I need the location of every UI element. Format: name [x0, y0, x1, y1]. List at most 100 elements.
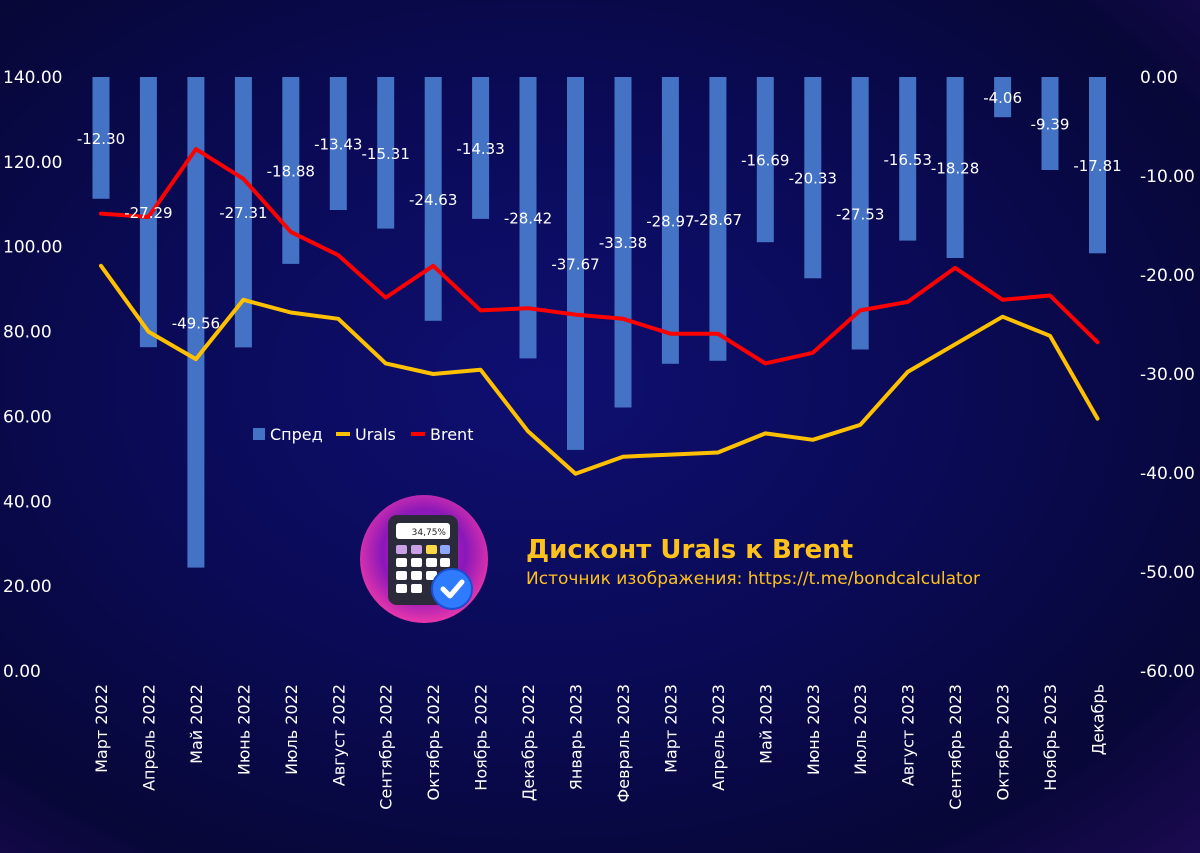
- spread-data-label: -33.38: [599, 234, 647, 252]
- right-axis-tick: -10.00: [1140, 167, 1195, 187]
- left-axis-tick: 100.00: [3, 238, 62, 258]
- x-axis-tick: Ноябрь 2022: [472, 684, 491, 791]
- spread-data-label: -28.67: [694, 211, 742, 229]
- x-axis-tick: Май 2023: [756, 684, 775, 764]
- spread-bar: [472, 77, 490, 219]
- spread-data-label: -18.88: [267, 163, 315, 181]
- x-axis-tick: Июль 2023: [851, 684, 870, 775]
- legend-label-spread: Спред: [270, 425, 323, 444]
- x-axis-tick: Декабрь: [1089, 684, 1108, 755]
- spread-data-label: -37.67: [551, 256, 599, 274]
- x-axis-tick: Октябрь 2022: [424, 684, 443, 800]
- spread-bar: [661, 77, 679, 364]
- spread-data-label: -20.33: [789, 170, 837, 188]
- spread-data-label: -18.28: [931, 160, 979, 178]
- spread-data-label: -28.97: [646, 212, 694, 230]
- legend: Спред Urals Brent: [253, 425, 473, 444]
- x-axis-tick: Январь 2023: [567, 684, 586, 790]
- x-axis-tick: Август 2023: [899, 684, 918, 786]
- x-axis-tick: Апрель 2023: [709, 684, 728, 791]
- spread-bar: [756, 77, 774, 243]
- calculator-display: 34,75%: [412, 528, 447, 538]
- spread-data-label: -9.39: [1031, 116, 1070, 134]
- right-axis-tick: -20.00: [1140, 266, 1195, 286]
- spread-bar: [234, 77, 252, 348]
- verified-badge: [431, 568, 473, 610]
- left-axis-tick: 40.00: [3, 492, 52, 512]
- spread-data-label: -16.53: [884, 151, 932, 169]
- spread-bar: [92, 77, 110, 199]
- x-axis-tick: Май 2022: [187, 684, 206, 764]
- spread-bar: [994, 77, 1012, 118]
- spread-data-label: -13.43: [314, 136, 362, 154]
- x-axis-tick: Декабрь 2022: [519, 684, 538, 801]
- left-axis-tick: 80.00: [3, 323, 52, 343]
- right-axis-tick: -30.00: [1140, 365, 1195, 385]
- spread-data-labels: -12.30 -27.29 -49.56 -27.31 -18.88 -13.43-15.…: [77, 89, 1122, 332]
- legend-label-urals: Urals: [355, 425, 396, 444]
- x-axis-tick: Июнь 2023: [804, 684, 823, 775]
- right-axis-tick: -40.00: [1140, 464, 1195, 484]
- x-axis-tick: Сентябрь 2023: [946, 684, 965, 810]
- left-axis-tick: 20.00: [3, 577, 52, 597]
- calculator-keys: [396, 545, 450, 593]
- x-axis-tick: Июнь 2022: [234, 684, 253, 775]
- right-y-axis: 0.00 -10.00 -20.00 -30.00 -40.00 -50.00 -60.00: [1140, 68, 1195, 682]
- price-lines: [99, 147, 1100, 476]
- spread-bar: [567, 77, 584, 450]
- spread-bar: [614, 77, 632, 408]
- spread-bar: [709, 77, 727, 361]
- spread-data-label: -14.33: [456, 140, 504, 158]
- spread-bar: [424, 77, 442, 321]
- spread-data-label: -16.69: [741, 152, 789, 170]
- left-axis-tick: 120.00: [3, 153, 62, 173]
- left-axis-tick: 140.00: [3, 68, 62, 88]
- spread-data-label: -15.31: [362, 145, 410, 163]
- x-axis-tick: Июль 2022: [282, 684, 301, 775]
- spread-data-label: -4.06: [983, 89, 1022, 107]
- spread-data-label: -12.30: [77, 130, 125, 148]
- spread-bar: [139, 77, 157, 348]
- source-caption: Источник изображения: https://t.me/bondc…: [526, 569, 981, 589]
- left-axis-tick: 60.00: [3, 407, 52, 427]
- spread-bar: [851, 77, 869, 350]
- left-y-axis: 140.00 120.00 100.00 80.00 60.00 40.00 20.00 0.…: [3, 68, 62, 682]
- x-axis-tick: Октябрь 2023: [994, 684, 1013, 800]
- spread-data-label: -27.31: [219, 204, 267, 222]
- spread-bar: [329, 77, 347, 210]
- x-axis: Март 2022 Апрель 2022 Май 2022 Июнь 2022 Июл…: [92, 684, 1108, 810]
- spread-bar: [187, 77, 205, 568]
- chart-title: Дисконт Urals к Brent: [526, 535, 854, 565]
- legend-label-brent: Brent: [430, 425, 473, 444]
- spread-bar: [282, 77, 300, 264]
- spread-bar: [804, 77, 822, 279]
- legend-swatch-spread: [253, 428, 265, 440]
- right-axis-tick: -50.00: [1140, 563, 1195, 583]
- x-axis-tick: Сентябрь 2022: [377, 684, 396, 810]
- urals-line: [99, 263, 1100, 476]
- spread-data-label: -28.42: [504, 210, 552, 228]
- x-axis-tick: Апрель 2022: [139, 684, 158, 791]
- spread-bar: [899, 77, 917, 241]
- spread-bar: [946, 77, 964, 258]
- x-axis-tick: Ноябрь 2023: [1041, 684, 1060, 791]
- right-axis-tick: 0.00: [1140, 68, 1178, 88]
- calculator-verified-icon: 34,75%: [360, 495, 488, 623]
- spread-bar: [377, 77, 395, 229]
- spread-data-label: -24.63: [409, 191, 457, 209]
- spread-data-label: -49.56: [172, 314, 220, 332]
- right-axis-tick: -60.00: [1140, 662, 1195, 682]
- spread-data-label: -27.53: [836, 205, 884, 223]
- spread-data-label: -17.81: [1073, 157, 1121, 175]
- x-axis-tick: Март 2023: [661, 684, 680, 773]
- spread-bar: [519, 77, 537, 359]
- spread-bar: [1041, 77, 1059, 170]
- x-axis-tick: Август 2022: [329, 684, 348, 786]
- left-axis-tick: 0.00: [3, 662, 41, 682]
- spread-data-label: -27.29: [124, 204, 172, 222]
- x-axis-tick: Февраль 2023: [614, 684, 633, 802]
- spread-bars: [92, 77, 1106, 568]
- brent-line: [99, 147, 1100, 366]
- spread-bar: [1089, 77, 1106, 254]
